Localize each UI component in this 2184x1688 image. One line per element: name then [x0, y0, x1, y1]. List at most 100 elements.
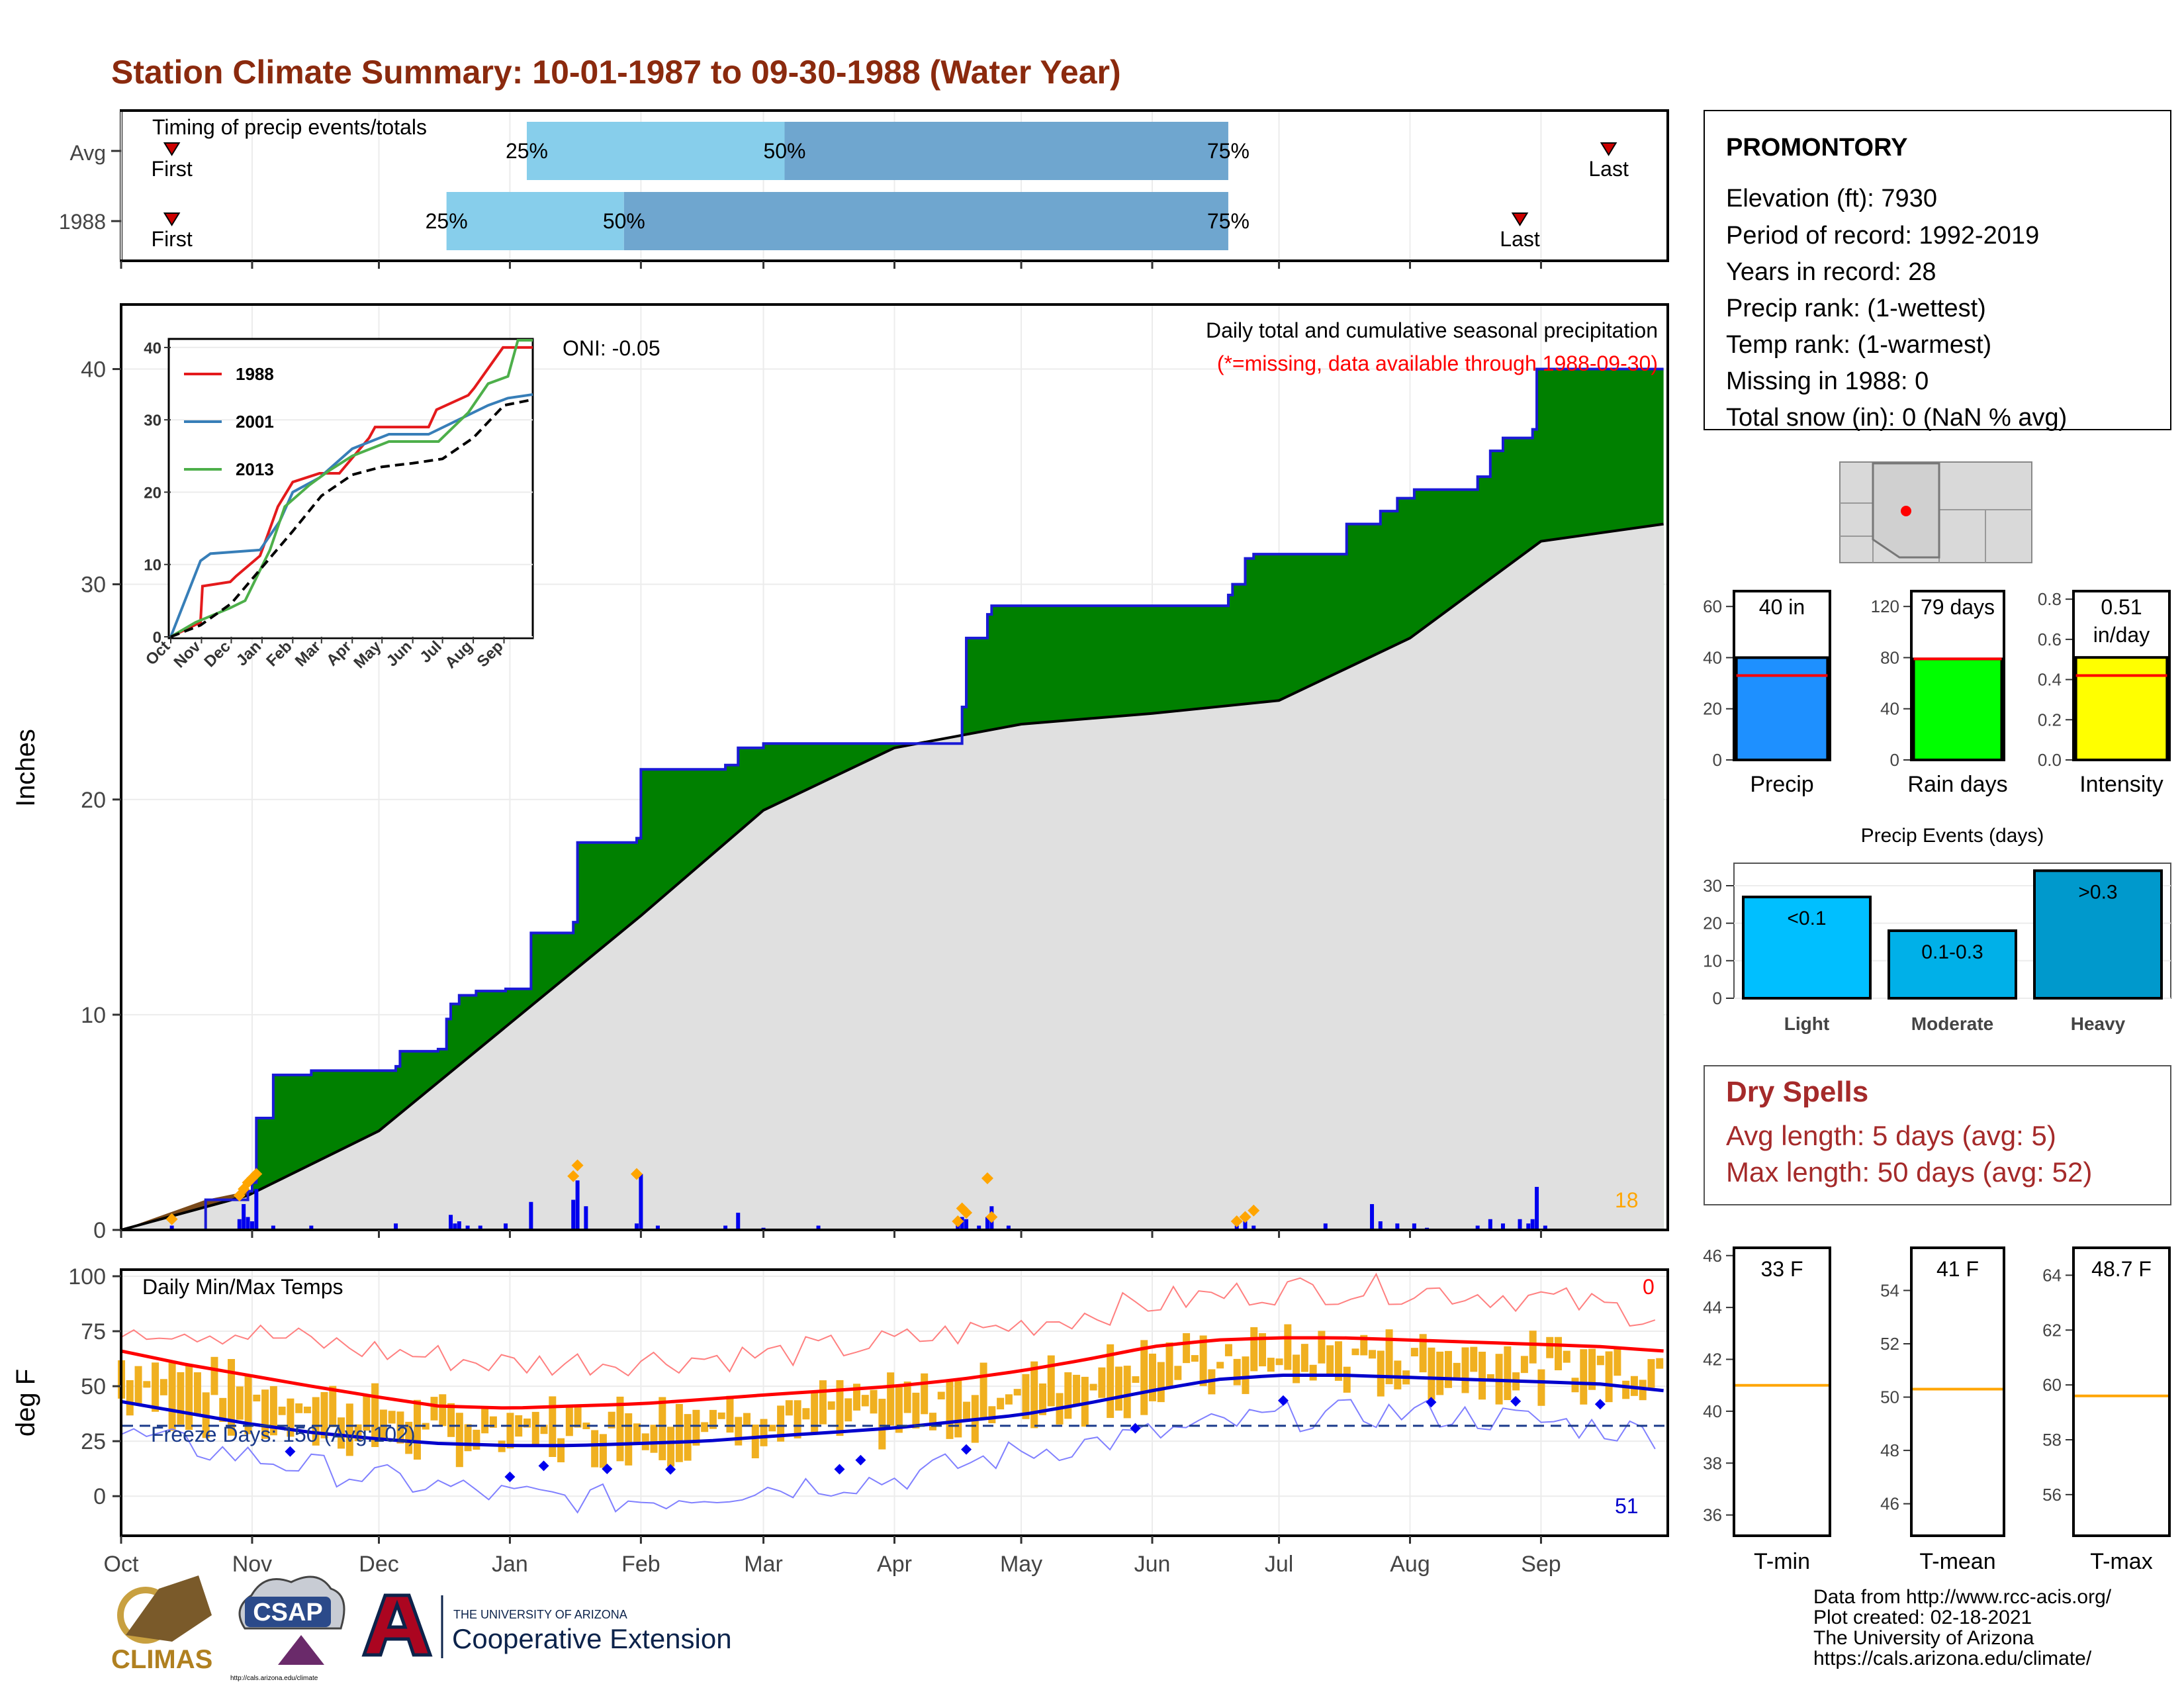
total-intensity-category-label: Intensity	[2079, 772, 2163, 797]
daily-temp-bar	[1149, 1353, 1156, 1401]
timing-row-year-label: 1988	[59, 210, 106, 234]
record-low-marker	[1277, 1395, 1289, 1406]
footer-line-created: Plot created: 02-18-2021	[1813, 1607, 2032, 1628]
precip-events-bar-light	[1742, 896, 1872, 1000]
month-label-jul: Jul	[1265, 1552, 1293, 1577]
precip-caption: Daily total and cumulative seasonal prec…	[1206, 318, 1658, 342]
daily-temp-bar	[574, 1407, 582, 1428]
station-box-frame	[1704, 110, 2171, 430]
daily-precip-bar	[1500, 1223, 1505, 1230]
dry-spells-frame	[1704, 1065, 2171, 1205]
seasonal-tmean-tick-label: 50	[1880, 1387, 1899, 1407]
precip-events-tick-label: 30	[1703, 876, 1722, 896]
temp-corner-high: 0	[1643, 1275, 1655, 1299]
precip-event-marker	[1248, 1204, 1260, 1217]
precip-event-marker	[960, 1206, 973, 1219]
daily-temp-bar	[354, 1424, 362, 1442]
seasonal-tmin-tick-label: 36	[1703, 1505, 1722, 1525]
inset-y-tick-label-40: 40	[144, 340, 161, 357]
station-name: PROMONTORY	[1726, 134, 1907, 162]
daily-precip-bar	[1323, 1223, 1328, 1230]
month-label-jun: Jun	[1134, 1552, 1171, 1577]
seasonal-tmin-frame	[1733, 1246, 1831, 1537]
total-intensity-tick-label: 0.6	[2038, 630, 2062, 649]
daily-temp-bar	[253, 1394, 261, 1402]
daily-temp-bar	[1537, 1369, 1545, 1406]
daily-temp-bar	[278, 1406, 286, 1415]
precip-event-marker	[567, 1170, 580, 1182]
daily-temp-bar	[1107, 1344, 1115, 1419]
inset-y-tick-label-0: 0	[153, 629, 161, 647]
daily-temp-bar	[1410, 1348, 1418, 1357]
total-precip-category-label: Precip	[1750, 772, 1813, 797]
daily-temp-bar	[1309, 1364, 1317, 1381]
daily-temp-bar	[152, 1362, 159, 1412]
oni-label: ONI: -0.05	[563, 336, 660, 360]
daily-temp-bar	[1300, 1344, 1308, 1372]
page-title: Station Climate Summary: 10-01-1987 to 0…	[111, 54, 1121, 91]
daily-temp-bar	[1123, 1366, 1131, 1419]
precip-events-chart: Precip Events (days) 0 10 20 30 <0.1 Light 0.1…	[1703, 825, 2171, 1034]
daily-temp-bar	[1022, 1374, 1030, 1419]
precip-event-marker	[952, 1215, 964, 1227]
daily-temp-bar	[768, 1425, 776, 1432]
daily-precip-bar	[584, 1206, 588, 1230]
daily-precip-bar	[1530, 1219, 1535, 1230]
daily-temp-bar	[836, 1380, 844, 1436]
total-intensity-tick-label: 0.0	[2038, 750, 2062, 770]
seasonal-tmean-frame	[1910, 1246, 2005, 1537]
inset-line-1988	[170, 346, 533, 638]
month-label-dec: Dec	[359, 1552, 398, 1577]
inset-legend-label-2001: 2001	[236, 412, 274, 432]
daily-temp-bar	[413, 1399, 421, 1460]
daily-temp-bar	[295, 1403, 303, 1413]
timing-p75-label-year: 75%	[1207, 209, 1250, 233]
temp-corner-low: 51	[1615, 1494, 1639, 1518]
daily-temp-bar	[1030, 1361, 1038, 1429]
daily-precip-bar	[453, 1223, 457, 1230]
daily-temp-bar	[134, 1366, 142, 1405]
seasonal-tmean-category-label: T-mean	[1919, 1549, 1995, 1574]
seasonal-tmean-tick-label: 54	[1880, 1280, 1899, 1300]
daily-temp-bar	[1293, 1354, 1300, 1383]
record-low-marker	[1510, 1395, 1522, 1407]
timing-p75-label-avg: 75%	[1207, 139, 1250, 163]
timing-first-label-year: First	[152, 227, 193, 251]
timing-p25-label-year: 25%	[426, 209, 468, 233]
timing-p50-label-avg: 50%	[763, 139, 805, 163]
station-snow: Total snow (in): 0 (NaN % avg)	[1726, 404, 2067, 432]
ua-big-text: Cooperative Extension	[452, 1623, 732, 1654]
climas-logo: CLIMAS	[111, 1575, 212, 1674]
record-low-marker	[1426, 1397, 1437, 1408]
seasonal-tmin-tick-label: 44	[1703, 1297, 1722, 1317]
precip-events-bar-label: 0.1-0.3	[1921, 941, 1983, 963]
daily-temp-bar	[287, 1398, 295, 1437]
daily-temp-bar	[1073, 1374, 1081, 1405]
daily-temp-bar	[396, 1411, 404, 1444]
daily-precip-bar	[571, 1199, 576, 1230]
csap-label-background	[245, 1597, 331, 1627]
daily-temp-bar	[684, 1414, 692, 1461]
daily-temp-bar	[861, 1395, 869, 1407]
daily-temp-bar	[565, 1405, 573, 1436]
dry-spells-title: Dry Spells	[1726, 1076, 1868, 1108]
daily-temp-bar	[811, 1392, 819, 1434]
daily-temp-bar	[1089, 1383, 1097, 1391]
temp-y-tick-label-100: 100	[68, 1264, 106, 1289]
daily-precip-bar	[736, 1212, 741, 1230]
total-rain-days-category-label: Rain days	[1907, 772, 2007, 797]
daily-temp-bar	[1267, 1358, 1275, 1372]
precip-event-marker	[985, 1211, 998, 1223]
daily-temp-bar	[1334, 1341, 1342, 1381]
daily-precip-bar	[1378, 1221, 1383, 1230]
precip-event-marker	[1230, 1215, 1243, 1227]
timing-bar-q2-avg	[784, 122, 1228, 180]
daily-precip-bar	[1006, 1225, 1011, 1230]
seasonal-tmin-tick-label: 46	[1703, 1246, 1722, 1266]
total-rain-days-value-label: 79 days	[1921, 595, 1995, 619]
daily-temp-bar	[1191, 1355, 1199, 1362]
daily-temp-bar	[193, 1372, 201, 1416]
daily-temp-bar	[667, 1427, 675, 1467]
daily-temp-bar	[692, 1409, 700, 1446]
